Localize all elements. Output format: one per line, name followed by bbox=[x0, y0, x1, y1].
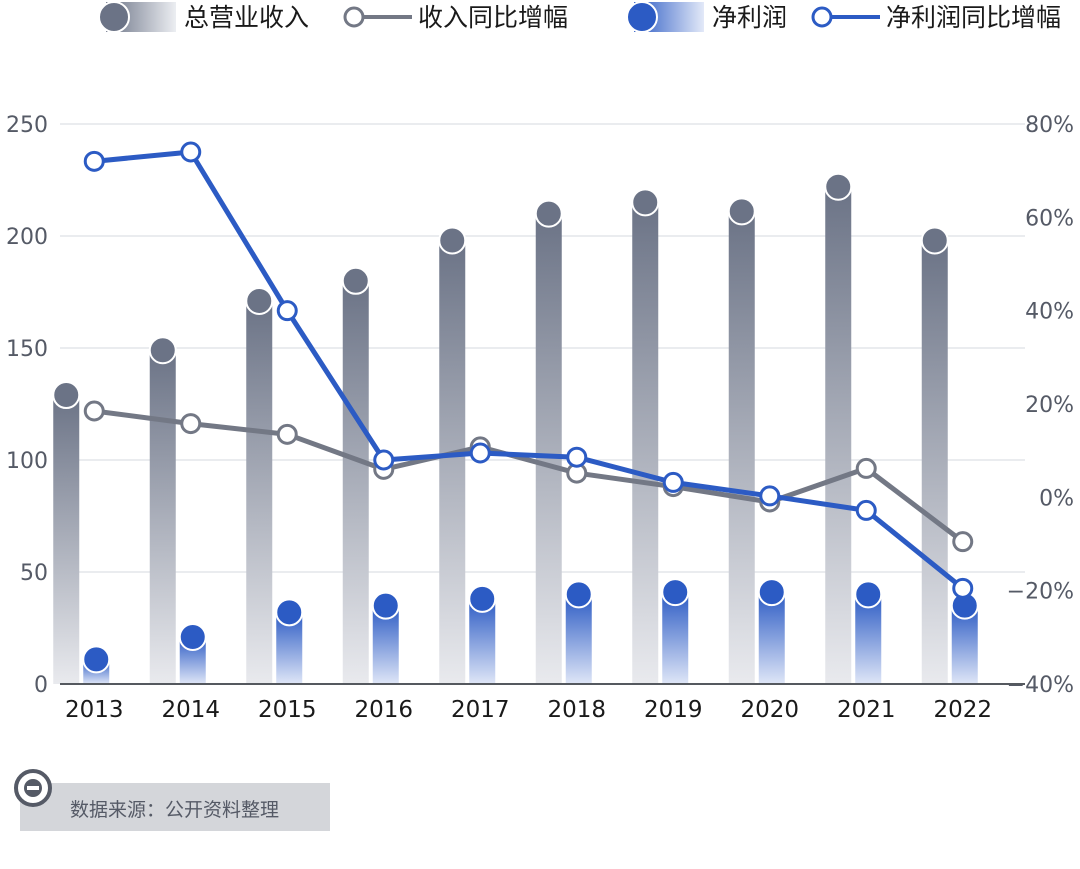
bar-net-profit bbox=[565, 594, 592, 684]
bar-net-profit-cap bbox=[275, 598, 304, 627]
bar-net-profit-cap bbox=[82, 645, 111, 674]
bar-revenue-cap bbox=[148, 336, 177, 365]
bar-revenue bbox=[535, 213, 562, 684]
legend: 总营业收入 收入同比增幅 净利润 净利润同比增幅 bbox=[98, 1, 1061, 33]
lines bbox=[83, 141, 974, 599]
bar-net-profit-cap bbox=[757, 578, 786, 607]
bar-net-profit bbox=[662, 592, 689, 684]
bar-revenue-cap bbox=[341, 266, 370, 295]
bar-revenue-cap bbox=[438, 226, 467, 255]
net-growth-point bbox=[373, 449, 395, 471]
bar-net-profit-cap bbox=[564, 580, 593, 609]
y-left-tick-label: 250 bbox=[6, 113, 48, 138]
revenue-growth-point bbox=[83, 400, 105, 422]
revenue-growth-point bbox=[276, 423, 298, 445]
revenue-growth-point bbox=[180, 413, 202, 435]
y-left-tick-label: 50 bbox=[20, 561, 48, 586]
y-left-tick-label: 0 bbox=[34, 673, 48, 698]
bar-revenue bbox=[728, 211, 755, 685]
bar-revenue bbox=[149, 350, 176, 684]
bar-revenue bbox=[342, 280, 369, 684]
legend-item-net-growth[interactable]: 净利润同比增幅 bbox=[811, 3, 1061, 32]
source-box bbox=[20, 783, 330, 831]
revenue-growth-line bbox=[93, 408, 965, 544]
net-growth-point bbox=[469, 442, 491, 464]
bar-revenue-cap bbox=[727, 197, 756, 226]
legend-item-revenue-growth[interactable]: 收入同比增幅 bbox=[343, 3, 568, 32]
bar-revenue-cap bbox=[631, 188, 660, 217]
legend-item-revenue[interactable]: 总营业收入 bbox=[98, 1, 309, 33]
bar-net-profit-cap bbox=[371, 591, 400, 620]
net-growth-point bbox=[759, 485, 781, 507]
x-tick-label: 2022 bbox=[933, 697, 992, 723]
revenue-growth-point bbox=[952, 531, 974, 553]
legend-marker-revenue-growth bbox=[343, 6, 365, 28]
bar-revenue bbox=[825, 186, 852, 684]
source-note: 数据来源：公开资料整理 bbox=[70, 799, 280, 821]
bar-net-profit-cap bbox=[178, 622, 207, 651]
x-tick-label: 2014 bbox=[161, 697, 220, 723]
net-growth-point bbox=[276, 300, 298, 322]
y-left-tick-label: 200 bbox=[6, 225, 48, 250]
net-growth-point bbox=[83, 150, 105, 172]
y-right-tick-label: 40% bbox=[1025, 300, 1074, 325]
net-growth-point bbox=[952, 577, 974, 599]
y-right-tick-label: 0% bbox=[1039, 486, 1074, 511]
x-tick-label: 2013 bbox=[65, 697, 124, 723]
legend-marker-net-growth bbox=[811, 6, 833, 28]
x-tick-label: 2015 bbox=[258, 697, 317, 723]
bar-revenue-cap bbox=[920, 226, 949, 255]
legend-label-revenue: 总营业收入 bbox=[184, 3, 309, 32]
y-left-tick-label: 150 bbox=[6, 337, 48, 362]
y-right-tick-label: 60% bbox=[1025, 206, 1074, 231]
bar-revenue bbox=[632, 202, 659, 684]
revenue-growth-point bbox=[855, 457, 877, 479]
legend-marker-net-profit bbox=[626, 1, 658, 33]
x-tick-label: 2017 bbox=[451, 697, 510, 723]
net-growth-point bbox=[180, 141, 202, 163]
net-growth-line bbox=[94, 149, 965, 591]
bar-net-profit bbox=[758, 592, 785, 684]
legend-label-net-growth: 净利润同比增幅 bbox=[886, 3, 1061, 32]
bar-net-profit-cap bbox=[661, 578, 690, 607]
y-left-tick-label: 100 bbox=[6, 449, 48, 474]
x-tick-label: 2020 bbox=[740, 697, 799, 723]
x-tick-label: 2016 bbox=[354, 697, 413, 723]
bar-revenue bbox=[921, 240, 948, 685]
bar-revenue-cap bbox=[52, 381, 81, 410]
legend-marker-revenue bbox=[98, 1, 130, 33]
legend-label-net-profit: 净利润 bbox=[712, 3, 787, 32]
legend-label-revenue-growth: 收入同比增幅 bbox=[418, 3, 568, 32]
bar-revenue bbox=[53, 395, 80, 684]
y-right-tick-label: −40% bbox=[1007, 673, 1074, 698]
bar-net-profit-cap bbox=[468, 584, 497, 613]
bar-revenue-cap bbox=[245, 286, 274, 315]
net-growth-point bbox=[855, 499, 877, 521]
bar-net-profit bbox=[469, 598, 496, 684]
y-right-tick-label: 20% bbox=[1025, 393, 1074, 418]
net-growth-point bbox=[662, 471, 684, 493]
y-right-tick-label: −20% bbox=[1007, 580, 1074, 605]
x-tick-label: 2018 bbox=[547, 697, 606, 723]
bar-net-profit-cap bbox=[854, 580, 883, 609]
bar-revenue-cap bbox=[534, 199, 563, 228]
bar-revenue-cap bbox=[824, 172, 853, 201]
bar-revenue bbox=[439, 240, 466, 685]
axes: 0 50 100 150 200 250 −40% −20% 0% 20% 40% 60% 80% 201… bbox=[6, 113, 1074, 723]
bar-net-profit bbox=[855, 594, 882, 684]
bars bbox=[52, 172, 979, 685]
x-tick-label: 2021 bbox=[837, 697, 896, 723]
x-tick-label: 2019 bbox=[644, 697, 703, 723]
bar-revenue bbox=[246, 300, 273, 684]
net-growth-point bbox=[566, 446, 588, 468]
source-icon bbox=[14, 769, 52, 807]
y-right-tick-label: 80% bbox=[1025, 113, 1074, 138]
legend-item-net-profit[interactable]: 净利润 bbox=[626, 1, 787, 33]
